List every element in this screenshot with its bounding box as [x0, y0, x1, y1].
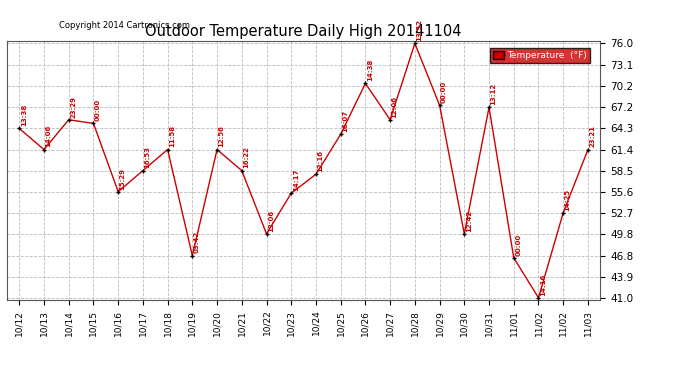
Text: 13:12: 13:12: [491, 83, 497, 105]
Point: [39, 147, 50, 153]
Point: [558, 210, 569, 216]
Text: 14:38: 14:38: [367, 59, 373, 81]
Point: [187, 253, 198, 259]
Point: [212, 147, 223, 153]
Text: 13:38: 13:38: [21, 104, 27, 126]
Text: 16:07: 16:07: [342, 110, 348, 132]
Text: 13:52: 13:52: [416, 19, 422, 41]
Point: [261, 231, 272, 237]
Text: 14:25: 14:25: [564, 189, 571, 211]
Text: Copyright 2014 Cartronics.com: Copyright 2014 Cartronics.com: [59, 21, 190, 30]
Point: [14, 126, 25, 132]
Point: [459, 231, 470, 237]
Text: 14:06: 14:06: [46, 125, 52, 147]
Point: [162, 147, 173, 153]
Text: 12:06: 12:06: [392, 96, 397, 118]
Point: [409, 40, 420, 46]
Point: [533, 295, 544, 301]
Text: 00:00: 00:00: [441, 81, 447, 103]
Point: [484, 104, 495, 110]
Point: [137, 168, 148, 174]
Point: [384, 117, 395, 123]
Point: [236, 168, 247, 174]
Text: 15:29: 15:29: [119, 168, 126, 189]
Text: 12:42: 12:42: [466, 210, 472, 232]
Text: 16:22: 16:22: [244, 147, 249, 168]
Legend: Temperature  (°F): Temperature (°F): [490, 48, 590, 63]
Point: [112, 189, 124, 195]
Point: [88, 120, 99, 126]
Text: 00:00: 00:00: [95, 99, 101, 121]
Point: [360, 80, 371, 86]
Point: [63, 117, 75, 123]
Text: 16:53: 16:53: [144, 147, 150, 168]
Text: 14:17: 14:17: [293, 169, 299, 191]
Text: 12:56: 12:56: [219, 126, 224, 147]
Point: [335, 131, 346, 137]
Point: [434, 102, 445, 108]
Title: Outdoor Temperature Daily High 20141104: Outdoor Temperature Daily High 20141104: [146, 24, 462, 39]
Point: [509, 255, 520, 261]
Text: 23:29: 23:29: [70, 96, 76, 118]
Text: 03:42: 03:42: [194, 231, 200, 254]
Point: [310, 171, 322, 177]
Text: 11:58: 11:58: [169, 125, 175, 147]
Point: [286, 190, 297, 196]
Text: 14:16: 14:16: [540, 273, 546, 296]
Text: 23:21: 23:21: [589, 125, 595, 147]
Text: 13:06: 13:06: [268, 210, 274, 232]
Text: 12:16: 12:16: [317, 150, 324, 172]
Text: 00:00: 00:00: [515, 233, 521, 256]
Point: [582, 147, 593, 153]
